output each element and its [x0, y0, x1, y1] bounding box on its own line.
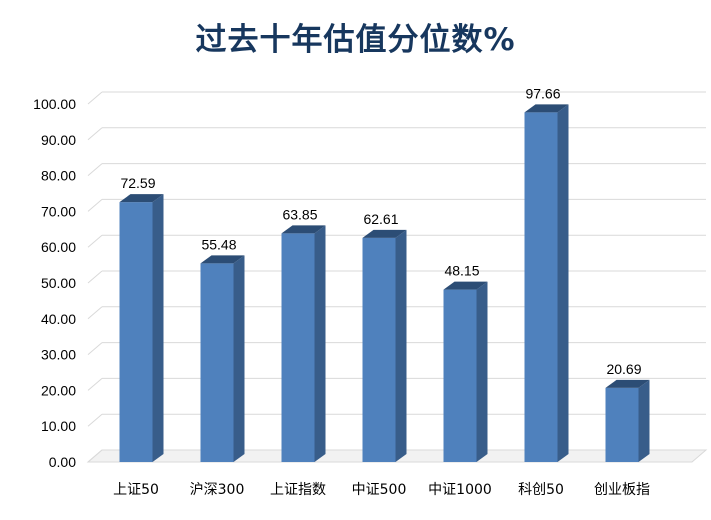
x-axis-category-labels: 上证50 沪深300 上证指数 中证500 中证1000 科创50 创业板指: [113, 482, 650, 498]
x-category-label: 科创50: [518, 482, 564, 498]
y-tick-label: 50.00: [41, 275, 76, 291]
bar-top: [281, 225, 326, 234]
bar-side: [233, 255, 245, 462]
data-label: 97.66: [525, 85, 560, 101]
y-tick-label: 60.00: [41, 239, 76, 255]
bar-group: [605, 379, 650, 462]
bar-front: [524, 112, 558, 462]
y-tick-label: 10.00: [41, 418, 76, 434]
gridline-depth: [87, 449, 103, 463]
gridline-depth: [87, 413, 103, 427]
y-tick-label: 80.00: [41, 168, 76, 184]
x-category-label: 中证500: [352, 482, 407, 498]
bar-side: [557, 104, 569, 462]
data-label: 55.48: [201, 236, 236, 252]
bar-front: [443, 289, 477, 462]
gridline-depth: [87, 342, 103, 355]
gridline-depth: [87, 199, 103, 212]
bar-top: [119, 194, 164, 203]
bar-top: [443, 281, 488, 290]
y-tick-label: 100.00: [33, 96, 76, 112]
bar-group: [200, 255, 245, 462]
data-label: 62.61: [363, 211, 398, 227]
data-label: 72.59: [120, 175, 155, 191]
bar-group: [524, 104, 569, 462]
bar-group: [281, 225, 326, 462]
bar-top: [200, 255, 245, 264]
x-category-label: 上证50: [113, 482, 159, 498]
gridline-depth: [87, 378, 103, 391]
data-labels: 72.59 55.48 63.85 62.61 48.15 97.66 20.69: [120, 85, 641, 377]
gridline-depth: [87, 91, 103, 105]
x-category-label: 上证指数: [270, 482, 326, 498]
bar-side: [314, 225, 326, 462]
y-tick-label: 70.00: [41, 203, 76, 219]
bar-front: [200, 263, 234, 462]
gridline-depth: [87, 270, 103, 284]
bar-side: [395, 229, 407, 462]
gridline-depth: [87, 306, 103, 320]
y-tick-label: 30.00: [41, 347, 76, 363]
data-label: 48.15: [444, 263, 479, 279]
y-tick-label: 0.00: [49, 454, 76, 470]
bar-front: [362, 237, 396, 462]
bars: [119, 104, 650, 462]
bar-top: [605, 379, 650, 388]
gridline-depth: [87, 163, 103, 176]
chart-title: 过去十年估值分位数%: [195, 22, 516, 58]
data-label: 20.69: [606, 361, 641, 377]
bar-side: [152, 194, 164, 462]
bar-front: [281, 233, 315, 462]
y-tick-label: 20.00: [41, 382, 76, 398]
bar-top: [524, 104, 569, 113]
bar-group: [362, 229, 407, 462]
gridline-depth: [87, 234, 103, 248]
bar-group: [119, 194, 164, 462]
x-category-label: 中证1000: [428, 482, 492, 498]
x-category-label: 创业板指: [594, 482, 650, 498]
x-category-label: 沪深300: [190, 482, 245, 498]
gridline-depth: [87, 127, 103, 141]
y-tick-label: 90.00: [41, 132, 76, 148]
data-label: 63.85: [282, 206, 317, 222]
bar-front: [119, 202, 153, 462]
bar-group: [443, 281, 488, 462]
y-tick-label: 40.00: [41, 311, 76, 327]
bar-side: [476, 281, 488, 462]
y-axis-tick-labels: 0.00 10.00 20.00 30.00 40.00 50.00 60.00 70.00 8…: [33, 96, 76, 470]
bar-side: [638, 379, 650, 462]
bar-top: [362, 229, 407, 238]
bar-front: [605, 387, 639, 462]
